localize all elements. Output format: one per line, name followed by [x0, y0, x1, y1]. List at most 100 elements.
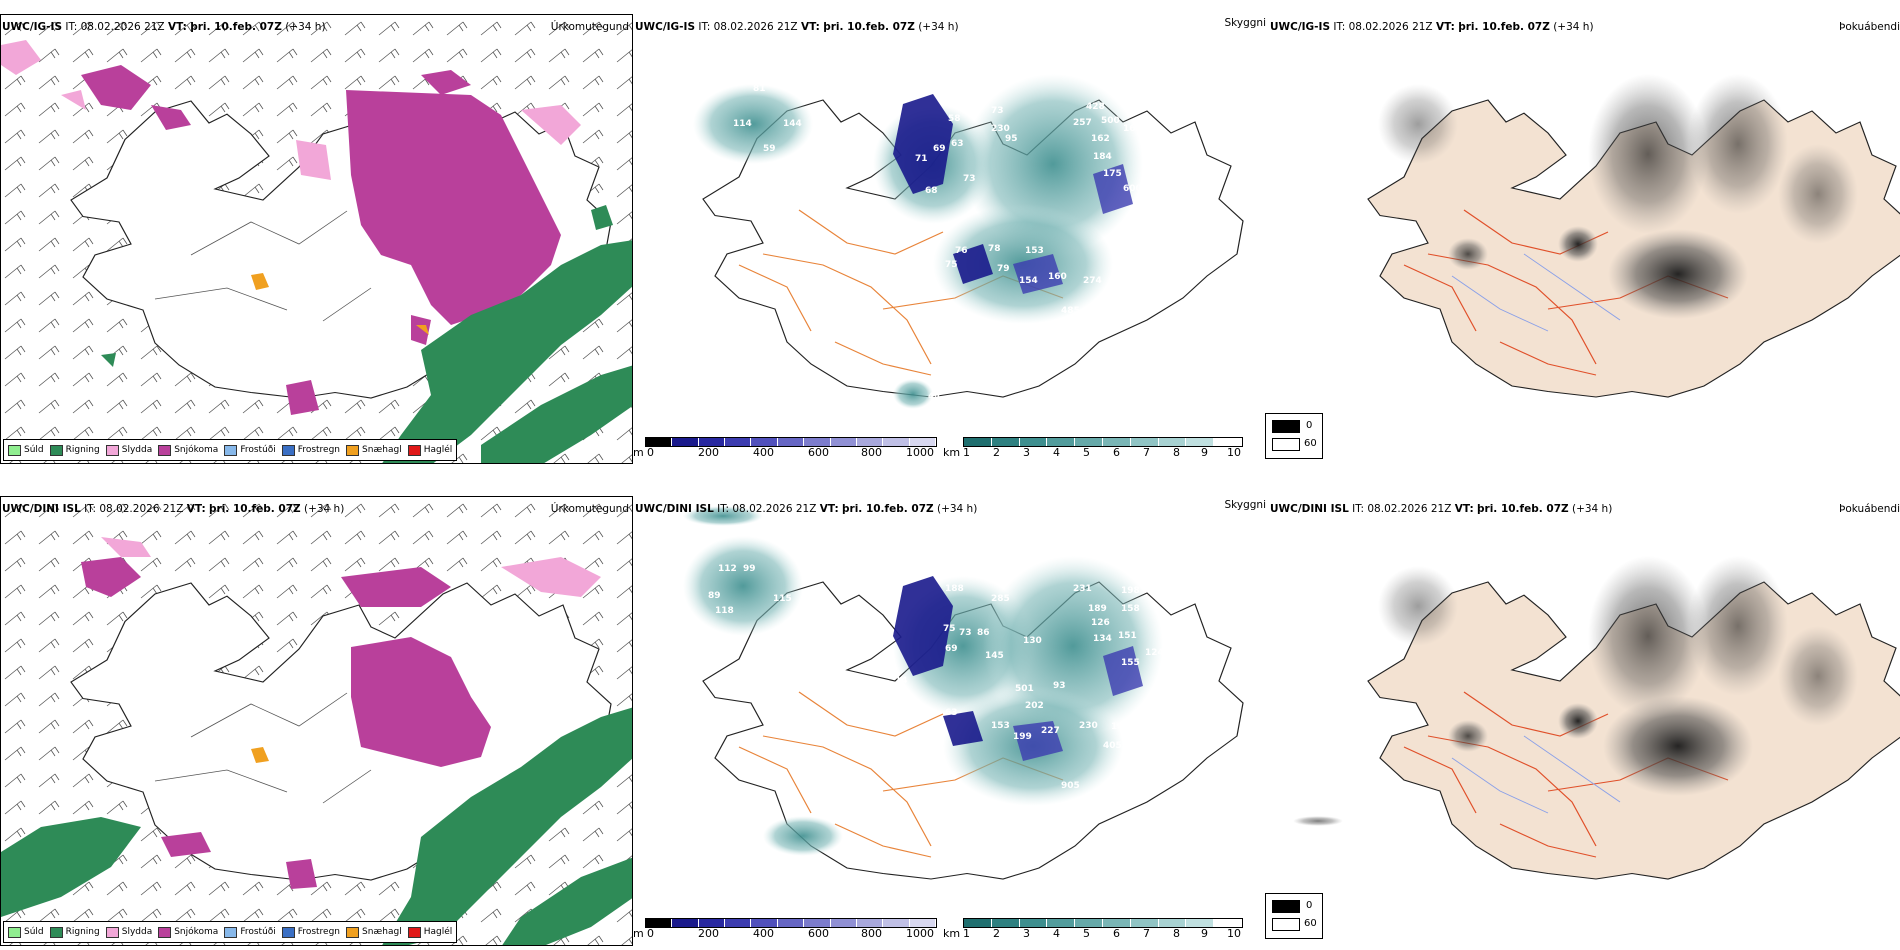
colorbar-segment	[777, 438, 805, 446]
visibility-colorbar: km 1 2 3 4 5 6 7 8 9 10	[943, 437, 1243, 461]
colorbar-segment	[991, 438, 1020, 446]
precip-legend: Súld Rigning Slydda Snjókoma Frostúði Fr…	[3, 921, 458, 943]
colorbar-segment	[1102, 438, 1131, 446]
visibility-tick: 5	[1083, 927, 1090, 940]
colorbar-segment	[883, 919, 910, 927]
visibility-tick: 10	[1227, 927, 1241, 940]
legend-swatch	[407, 926, 421, 938]
legend-item: Haglél	[407, 926, 453, 938]
colorbar-segment	[1019, 438, 1048, 446]
legend-swatch	[407, 444, 421, 456]
vt-label: VT:	[1454, 503, 1474, 515]
colorbar-segment	[1214, 919, 1242, 927]
fog-tick: 0	[1306, 900, 1313, 911]
fog-swatch-light	[1272, 438, 1300, 451]
vt-value: þri. 10.feb. 07Z	[1477, 503, 1569, 515]
vt-label: VT:	[167, 21, 187, 33]
colorbar-segment	[830, 919, 857, 927]
lead-time: (+34 h)	[936, 503, 978, 515]
colorbar-segment	[1019, 919, 1048, 927]
colorbar-segment	[1158, 919, 1187, 927]
fog-swatch-dark	[1272, 900, 1300, 913]
panel-header: UWC/DINI ISL IT: 08.02.2026 21Z VT: þri.…	[635, 502, 977, 516]
visibility-tick: 10	[1227, 446, 1241, 459]
legend-item: Snjókoma	[158, 444, 219, 456]
legend-label: Frostregn	[297, 927, 341, 937]
it-value: 08.02.2026 21Z	[80, 21, 165, 33]
colorbar-segment	[698, 438, 726, 446]
legend-label: Haglél	[423, 927, 453, 937]
colorbar-segment	[964, 919, 992, 927]
visibility-colorbar-bar	[963, 918, 1243, 928]
vt-label: VT:	[1435, 21, 1455, 33]
legend-label: Snjókoma	[174, 445, 219, 455]
vt-value: þri. 10.feb. 07Z	[823, 21, 915, 33]
it-label: IT:	[717, 503, 730, 515]
legend-label: Rigning	[65, 927, 100, 937]
legend-item: Haglél	[407, 444, 452, 456]
lead-time: (+34 h)	[285, 21, 326, 33]
panel-header: UWC/IG-IS IT: 08.02.2026 21Z VT: þri. 10…	[2, 20, 326, 34]
model-name: UWC/IG-IS	[1270, 21, 1331, 33]
colorbar-segment	[909, 919, 936, 927]
legend-item: Slydda	[105, 444, 152, 456]
legend-swatch	[346, 926, 360, 938]
lead-time: (+34 h)	[1571, 503, 1613, 515]
visibility-map	[693, 74, 1244, 409]
it-label: IT:	[65, 21, 78, 33]
legend-item: Rigning	[49, 926, 100, 938]
vt-value: þri. 10.feb. 07Z	[209, 503, 301, 515]
visibility-tick: 6	[1113, 927, 1120, 940]
legend-swatch	[281, 926, 295, 938]
visibility-colorbar: km 1 2 3 4 5 6 7 8 9 10	[943, 918, 1243, 942]
cloudbase-colorbar-bar	[645, 437, 937, 447]
cloudbase-tick: 800	[861, 927, 882, 940]
fog-tick: 0	[1306, 420, 1313, 431]
colorbar-segment	[883, 438, 910, 446]
visibility-tick: 7	[1143, 927, 1150, 940]
colorbar-segment	[751, 919, 778, 927]
panel-header: UWC/DINI ISL IT: 08.02.2026 21Z VT: þri.…	[1270, 502, 1612, 516]
colorbar-segment	[804, 438, 831, 446]
precip-map	[1, 497, 632, 945]
it-label: IT:	[84, 503, 97, 515]
cloudbase-tick: 1000	[906, 446, 934, 459]
colorbar-segment	[777, 919, 805, 927]
legend-swatch	[49, 926, 63, 938]
cloudbase-tick: 400	[753, 927, 774, 940]
it-label: IT:	[698, 21, 711, 33]
legend-swatch	[105, 444, 119, 456]
cloudbase-tick: 200	[698, 927, 719, 940]
cloudbase-unit: m	[633, 446, 644, 459]
legend-swatch	[8, 926, 21, 938]
model-name: UWC/DINI ISL	[635, 503, 714, 515]
panel-header: UWC/IG-IS IT: 08.02.2026 21Z VT: þri. 10…	[635, 20, 959, 34]
visibility-tick: 1	[963, 927, 970, 940]
legend-item: Snæhagl	[346, 926, 402, 938]
visibility-tick: 1	[963, 446, 970, 459]
fog-legend: 0 60	[1265, 413, 1323, 459]
visibility-unit: km	[943, 927, 961, 940]
vt-label: VT:	[800, 21, 820, 33]
vt-value: þri. 10.feb. 07Z	[190, 21, 282, 33]
legend-swatch	[281, 444, 295, 456]
legend-label: Slydda	[121, 927, 153, 937]
visibility-tick: 6	[1113, 446, 1120, 459]
fog-map	[1367, 74, 1900, 398]
colorbar-segment	[1075, 919, 1103, 927]
colorbar-segment	[1047, 919, 1076, 927]
colorbar-segment	[751, 438, 778, 446]
legend-item: Súld	[8, 926, 44, 938]
legend-swatch	[346, 444, 360, 456]
legend-item: Frostregn	[281, 926, 341, 938]
precip-map	[1, 15, 632, 463]
cloudbase-colorbar: m 0 200 400 600 800 1000	[633, 918, 938, 942]
legend-swatch	[158, 926, 172, 938]
legend-item: Frostregn	[281, 444, 340, 456]
precip-panel-row2: Súld Rigning Slydda Snjókoma Frostúði Fr…	[0, 496, 633, 946]
visibility-tick: 9	[1201, 446, 1208, 459]
cloudbase-tick: 1000	[906, 927, 934, 940]
cloudbase-tick: 600	[808, 927, 829, 940]
legend-label: Rigning	[65, 445, 100, 455]
visibility-unit: km	[943, 446, 961, 459]
